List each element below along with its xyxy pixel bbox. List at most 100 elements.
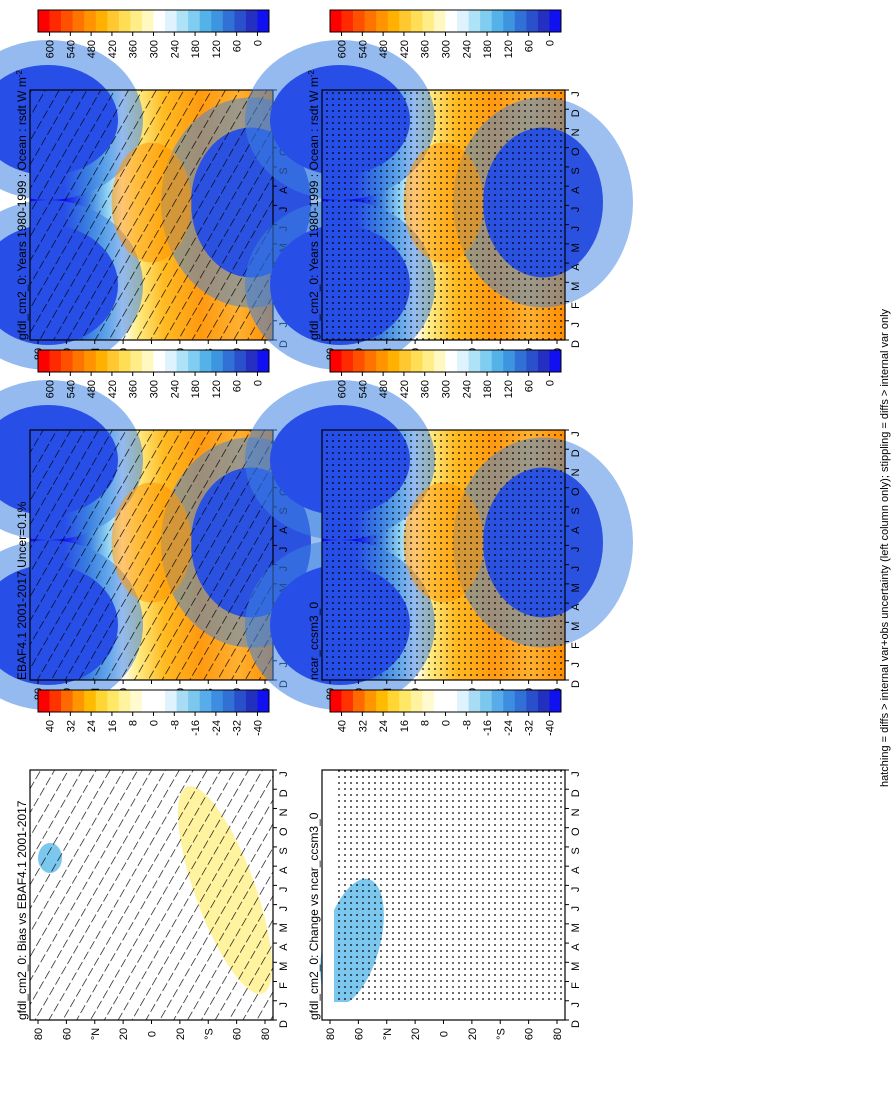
colorbar-swatch <box>199 10 212 32</box>
colorbar-swatch <box>341 350 354 372</box>
colorbar-tick-label: 420 <box>399 380 411 398</box>
colorbar-swatch <box>188 10 200 32</box>
colorbar-swatch <box>165 10 177 32</box>
month-tick-label: D <box>570 109 582 117</box>
footer-note: hatching = diffs > internal var+obs unce… <box>879 308 891 787</box>
colorbar-swatch <box>526 10 539 32</box>
colorbar-swatch <box>118 10 131 32</box>
month-tick-label: A <box>570 526 582 534</box>
colorbar-tick-label: 16 <box>107 720 119 732</box>
month-tick-label: J <box>570 322 582 328</box>
lat-tick-label: 80 <box>260 1028 272 1040</box>
colorbar-tick-label: 180 <box>482 40 494 58</box>
panel-top-right: 8060°N20020°S6080DJFMAMJJASONDJgfdl_cm2_… <box>245 9 633 370</box>
panel-bottom-left: 80 60 °N 20 0 20 °S 60 80DJFMAMJJASONDJgfdl_cm2_… <box>15 689 290 1040</box>
month-tick-label: A <box>570 866 582 874</box>
colorbar-swatch <box>387 350 400 372</box>
panel-title: ncar_ccsm3_0 <box>307 602 321 680</box>
colorbar-swatch <box>107 690 120 712</box>
month-tick-label: M <box>278 962 290 971</box>
month-tick-label: N <box>570 468 582 476</box>
colorbar-swatch <box>165 690 177 712</box>
colorbar-swatch <box>245 10 258 32</box>
colorbar-tick-label: 180 <box>190 380 202 398</box>
panel-bottom-right: 80 60 °N 20 0 20 °S 60 80DJFMAMJJASONDJgfdl_cm2_… <box>307 689 582 1040</box>
colorbar-swatch <box>387 690 400 712</box>
colorbar-tick-label: 600 <box>45 40 57 58</box>
colorbar-tick-label: -40 <box>544 720 556 736</box>
colorbar-swatch <box>72 690 85 712</box>
colorbar-tick-label: 0 <box>252 40 264 46</box>
month-tick-label: D <box>278 1020 290 1028</box>
lat-tick-label: 20 <box>118 1028 130 1040</box>
colorbar-tick-label: 0 <box>149 720 161 726</box>
colorbar-swatch <box>245 350 258 372</box>
colorbar-tick-label: 120 <box>503 380 515 398</box>
colorbar-tick-label: 420 <box>399 40 411 58</box>
colorbar-swatch <box>376 10 389 32</box>
colorbar-tick-label: -16 <box>482 720 494 736</box>
stippling-overlay <box>322 430 565 680</box>
colorbar-swatch <box>353 10 365 32</box>
colorbar-tick-label: 8 <box>128 720 140 726</box>
colorbar-swatch <box>130 690 143 712</box>
colorbar-tick-label: 120 <box>211 380 223 398</box>
month-tick-label: J <box>278 207 290 213</box>
colorbar-swatch <box>491 690 504 712</box>
colorbar-tick-label: 600 <box>337 380 349 398</box>
colorbar-tick-label: 360 <box>420 380 432 398</box>
colorbar-tick-label: 240 <box>169 380 181 398</box>
month-tick-label: O <box>570 147 582 156</box>
lat-tick-label: °S <box>203 1028 215 1040</box>
month-tick-label: A <box>570 186 582 194</box>
panel-title: gfdl_cm2_0: Bias vs EBAF4.1 2001-2017 <box>15 800 29 1020</box>
colorbar-swatch <box>445 10 458 32</box>
colorbar-swatch <box>410 690 423 712</box>
colorbar-tick-label: -8 <box>461 720 473 730</box>
colorbar-tick-label: 420 <box>107 40 119 58</box>
panel-grid: 8060°N20020°S6080DJFMAMJJASONDJgfdl_cm2_… <box>0 9 633 1040</box>
colorbar-tick-label: 120 <box>211 40 223 58</box>
panel-middle-right: 8060°N20020°S6080DJFMAMJJASONDJncar_ccsm… <box>245 349 633 710</box>
colorbar-tick-label: -32 <box>524 720 536 736</box>
month-tick-label: A <box>278 526 290 534</box>
colorbar-swatch <box>526 350 539 372</box>
colorbar-swatch <box>61 10 73 32</box>
colorbar-tick-label: 360 <box>420 40 432 58</box>
colorbar-swatch <box>433 690 446 712</box>
colorbar-swatch <box>49 690 62 712</box>
month-tick-label: F <box>278 982 290 989</box>
colorbar-swatch <box>341 10 354 32</box>
colorbar-swatch <box>537 690 550 712</box>
month-tick-label: J <box>570 906 582 912</box>
lat-tick-label: °S <box>495 1028 507 1040</box>
colorbar-swatch <box>118 690 131 712</box>
panel-title: gfdl_cm2_0: Years 1980-1999 : Ocean : rs… <box>15 70 29 340</box>
month-tick-label: J <box>570 91 582 97</box>
colorbar-swatch <box>222 690 235 712</box>
colorbar-tick-label: 120 <box>503 40 515 58</box>
lat-tick-label: 20 <box>410 1028 422 1040</box>
colorbar-swatch <box>514 10 527 32</box>
colorbar-swatch <box>107 350 120 372</box>
month-tick-label: D <box>570 789 582 797</box>
lat-tick-label: °N <box>90 1028 102 1040</box>
colorbar-swatch <box>130 10 143 32</box>
colorbar-swatch <box>457 690 469 712</box>
colorbar-swatch <box>514 690 527 712</box>
colorbar-swatch <box>153 690 166 712</box>
colorbar-swatch <box>537 350 550 372</box>
month-tick-label: A <box>278 186 290 194</box>
colorbar-swatch <box>211 350 224 372</box>
colorbar-tick-label: 360 <box>128 380 140 398</box>
month-tick-label: M <box>570 282 582 291</box>
colorbar-swatch <box>330 10 342 32</box>
colorbar-swatch <box>199 350 212 372</box>
colorbar-tick-label: 600 <box>337 40 349 58</box>
colorbar-swatch <box>387 10 400 32</box>
colorbar-swatch <box>526 690 539 712</box>
month-tick-label: S <box>570 507 582 514</box>
colorbar-swatch <box>353 350 365 372</box>
lat-tick-label: 20 <box>175 1028 187 1040</box>
